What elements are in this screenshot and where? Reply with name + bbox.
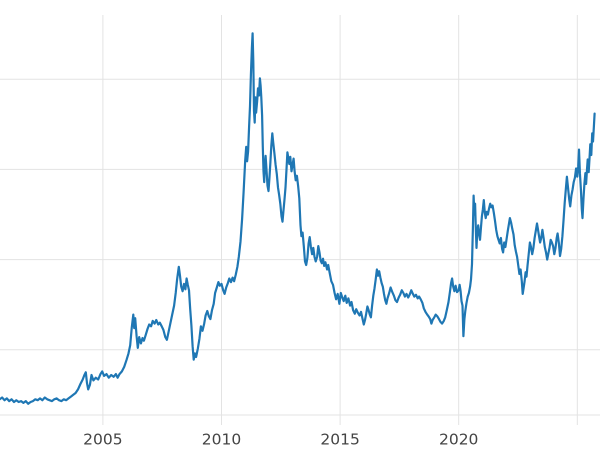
x-axis-tick-labels: 2005 2010 2015 2020 bbox=[83, 431, 478, 449]
x-tick-label-2010: 2010 bbox=[202, 431, 241, 449]
series-layer bbox=[0, 32, 596, 405]
price-line-series-1 bbox=[0, 32, 596, 405]
x-tick-label-2015: 2015 bbox=[320, 431, 359, 449]
x-tick-label-2005: 2005 bbox=[83, 431, 122, 449]
x-tick-label-2020: 2020 bbox=[439, 431, 478, 449]
grid-layer bbox=[0, 15, 600, 425]
